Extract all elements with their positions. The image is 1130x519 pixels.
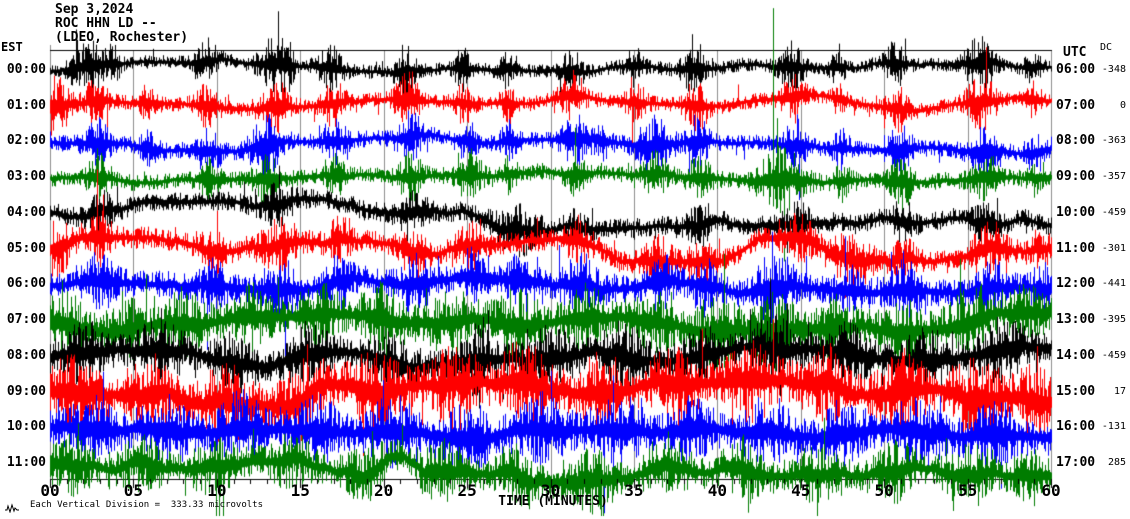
x-tick-label: 50 — [874, 481, 894, 500]
utc-time-label: 11:00 — [1056, 240, 1096, 256]
dc-offset-value: -357 — [1101, 171, 1126, 183]
x-tick-label: 30 — [540, 481, 561, 500]
est-time-label: 08:00 — [6, 347, 46, 363]
x-tick-label: 55 — [957, 481, 978, 500]
utc-header: UTC — [1063, 45, 1087, 60]
x-tick-label: 40 — [707, 481, 727, 500]
utc-time-label: 14:00 — [1056, 347, 1096, 363]
utc-time-label: 17:00 — [1056, 454, 1096, 470]
est-time-label: 01:00 — [6, 97, 46, 113]
dc-offset-value: -363 — [1101, 135, 1126, 147]
dc-offset-value: 285 — [1107, 456, 1126, 468]
x-tick-label: 05 — [123, 481, 144, 500]
est-time-label: 10:00 — [6, 419, 46, 435]
title-date: Sep 3,2024 — [55, 2, 134, 17]
dc-offset-value: 0 — [1119, 99, 1126, 111]
dc-offset-value: -459 — [1101, 206, 1126, 218]
est-time-label: 00:00 — [6, 62, 46, 77]
x-tick-label: 60 — [1041, 481, 1061, 500]
x-tick-label: 00 — [40, 481, 60, 500]
dc-offset-value: -459 — [1101, 349, 1126, 361]
utc-time-label: 08:00 — [1056, 133, 1096, 149]
est-time-label: 05:00 — [6, 240, 46, 256]
dc-offset-value: 17 — [1113, 385, 1126, 397]
x-tick-label: 15 — [290, 481, 310, 500]
utc-time-label: 10:00 — [1056, 204, 1096, 220]
utc-time-label: 16:00 — [1056, 419, 1096, 435]
utc-time-label: 12:00 — [1056, 276, 1096, 292]
utc-time-label: 09:00 — [1056, 169, 1096, 185]
scale-note: Each Vertical Division = 333.33 microvol… — [30, 500, 263, 510]
x-tick-label: 45 — [791, 481, 811, 500]
x-tick-label: 20 — [374, 481, 394, 500]
est-header: EST — [1, 40, 23, 54]
est-time-label: 02:00 — [6, 133, 46, 149]
x-tick-label: 10 — [207, 481, 227, 500]
dc-offset-value: -441 — [1101, 278, 1126, 290]
utc-time-label: 07:00 — [1056, 97, 1096, 113]
dc-offset-value: -348 — [1101, 64, 1126, 75]
title-station: ROC HHN LD -- — [55, 16, 157, 31]
dc-header: DC — [1100, 42, 1113, 53]
utc-time-label: 06:00 — [1056, 62, 1096, 77]
dc-offset-value: -301 — [1101, 242, 1126, 254]
watermark-icon — [5, 503, 19, 513]
utc-time-label: 13:00 — [1056, 312, 1096, 328]
utc-time-label: 15:00 — [1056, 383, 1096, 399]
dc-offset-value: -131 — [1101, 421, 1126, 433]
est-time-label: 03:00 — [6, 169, 46, 185]
dc-offset-value: -395 — [1101, 314, 1126, 326]
est-time-label: 04:00 — [6, 204, 46, 220]
est-time-label: 09:00 — [6, 383, 46, 399]
x-tick-label: 35 — [624, 481, 644, 500]
est-time-label: 06:00 — [6, 276, 46, 292]
x-tick-label: 25 — [457, 481, 477, 500]
est-time-label: 11:00 — [6, 454, 46, 470]
est-time-label: 07:00 — [6, 312, 46, 328]
title-location: (LDEO, Rochester) — [55, 30, 189, 45]
x-axis-title: TIME (MINUTES) — [498, 494, 608, 509]
